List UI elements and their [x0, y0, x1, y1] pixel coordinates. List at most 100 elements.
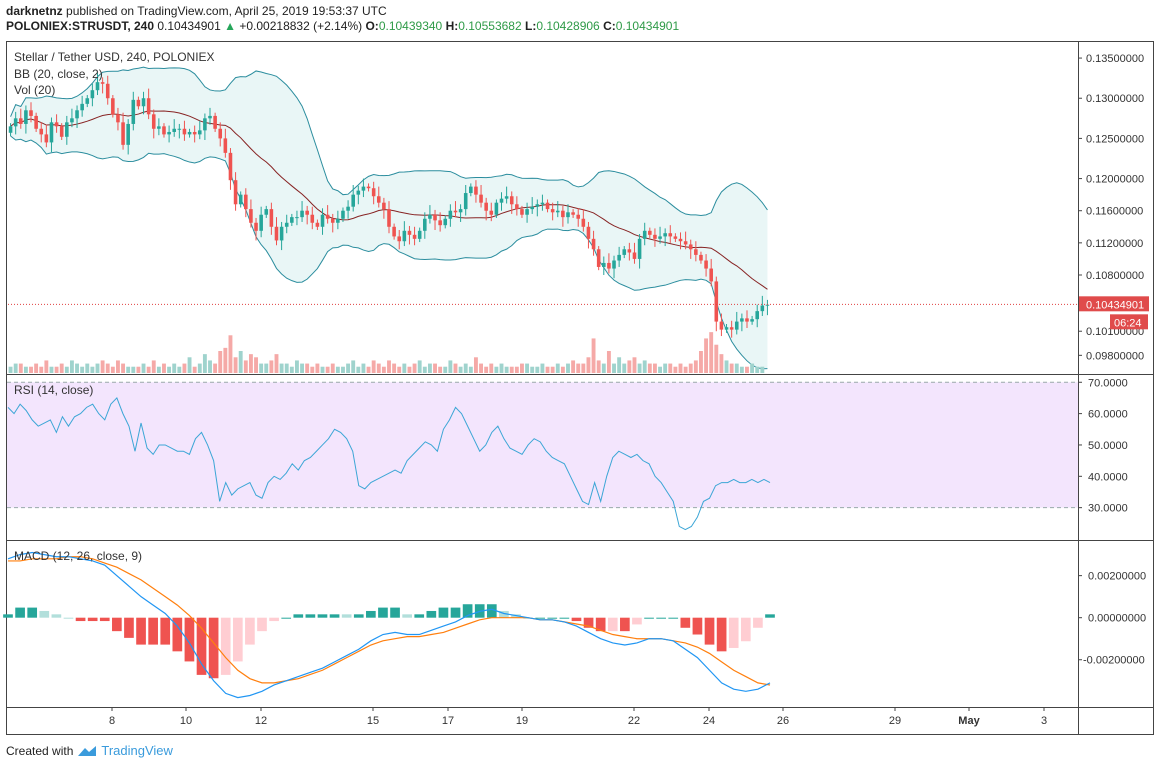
change-value: +0.00218832 (+2.14%) [239, 19, 363, 33]
candle-body [24, 110, 28, 124]
volume-bar [535, 366, 540, 373]
tradingview-brand[interactable]: TradingView [101, 743, 173, 758]
candle-body [760, 305, 765, 312]
volume-bar [126, 366, 131, 373]
price-pane[interactable] [8, 66, 1078, 373]
volume-bar [739, 366, 744, 373]
volume-bar [315, 363, 320, 373]
candle-body [653, 234, 657, 239]
close-value: 0.10434901 [615, 19, 680, 33]
volume-bar [59, 363, 64, 373]
price-tick-label: 0.12000000 [1086, 174, 1144, 186]
volume-bar [407, 366, 412, 373]
volume-bar [295, 360, 299, 373]
volume-bar [709, 332, 714, 373]
macd-histogram-bar [257, 617, 267, 632]
candle-body [177, 128, 182, 130]
trading-chart[interactable]: 0.13500000 0.13000000 0.12500000 0.12000000… [0, 0, 1161, 740]
candle-body [54, 122, 59, 127]
volume-bar [642, 360, 647, 373]
author-name[interactable]: darknetnz [6, 4, 63, 18]
macd-histogram-bar [63, 617, 74, 619]
candle-body [745, 318, 749, 322]
volume-bar [34, 363, 39, 373]
tradingview-logo-icon [78, 745, 97, 756]
candle-body [126, 123, 130, 145]
candle-body [622, 249, 627, 255]
rsi-pane[interactable] [7, 381, 1078, 531]
macd-pane[interactable] [3, 551, 775, 699]
macd-histogram-bar [136, 617, 146, 645]
macd-histogram-bar [438, 607, 449, 618]
candle-body [70, 118, 74, 123]
macd-histogram-bar [426, 610, 437, 618]
volume-bar [366, 366, 371, 373]
candle-body [545, 202, 550, 210]
volume-bar [341, 366, 345, 373]
candle-body [417, 230, 422, 239]
volume-bar [8, 366, 13, 373]
candle-body [642, 230, 647, 239]
candle-body [146, 98, 151, 115]
volume-bar [719, 354, 724, 373]
macd-histogram-bar [753, 617, 763, 628]
volume-bar [704, 338, 709, 373]
candle-body [49, 122, 54, 143]
volume-bar [151, 360, 156, 373]
candle-body [238, 194, 243, 205]
volume-bar [622, 363, 627, 373]
volume-bar [238, 351, 243, 373]
volume-bar [69, 360, 74, 373]
volume-bar [612, 363, 616, 373]
volume-bar [162, 363, 166, 373]
volume-bar [361, 363, 366, 373]
candle-body [648, 230, 652, 235]
volume-bar [560, 366, 565, 373]
macd-histogram-bar [559, 617, 570, 619]
volume-bar [617, 357, 622, 373]
bb-legend[interactable]: BB (20, close, 2) [14, 67, 103, 81]
candle-body [484, 202, 488, 211]
volume-bar [264, 363, 269, 373]
price-tick-label: 0.13000000 [1086, 93, 1144, 105]
macd-histogram-bar [632, 617, 642, 625]
volume-bar [479, 363, 483, 373]
volume-bar [325, 366, 330, 373]
open-value: 0.10439340 [378, 19, 443, 33]
volume-bar [576, 363, 581, 373]
volume-bar [433, 363, 437, 373]
candle-body [8, 126, 13, 133]
time-tick-label: 8 [109, 715, 115, 727]
candle-body [274, 226, 279, 241]
rsi-legend[interactable]: RSI (14, close) [14, 383, 93, 397]
candle-body [494, 202, 499, 215]
last-value: 0.10434901 [157, 19, 221, 33]
volume-bar [259, 363, 264, 373]
candle-body [65, 122, 69, 137]
macd-histogram-bar [728, 617, 739, 648]
macd-histogram-bar [208, 617, 219, 679]
candle-body [382, 202, 386, 210]
volume-bar [668, 363, 673, 373]
volume-bar [550, 366, 555, 373]
candle-body [448, 210, 453, 219]
volume-bar [458, 366, 463, 373]
volume-bar [545, 366, 550, 373]
candle-body [704, 260, 708, 269]
volume-bar [305, 363, 310, 373]
volume-bar [494, 366, 499, 373]
volume-bar [228, 335, 233, 373]
candle-body [121, 122, 125, 145]
volume-bar [233, 357, 238, 373]
volume-bar [417, 360, 422, 373]
vol-legend[interactable]: Vol (20) [14, 83, 55, 97]
macd-histogram-bar [704, 617, 715, 645]
volume-bar [13, 363, 18, 373]
bb-upper-line [10, 66, 768, 217]
candle-body [550, 209, 555, 213]
macd-histogram-bar [668, 617, 679, 619]
volume-bar [381, 366, 386, 373]
macd-legend[interactable]: MACD (12, 26, close, 9) [14, 549, 142, 563]
macd-histogram-bar [112, 617, 122, 632]
macd-histogram-bar [366, 610, 376, 618]
